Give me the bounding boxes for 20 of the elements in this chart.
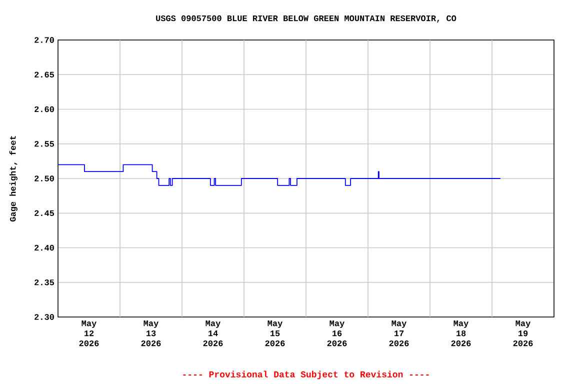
y-tick-label: 2.45 [34, 210, 54, 216]
y-tick-label: 2.65 [34, 72, 54, 78]
text: ---- Provisional Data Subject to Revision ---- [183, 370, 429, 380]
y-tick-label: 2.70 [34, 37, 54, 43]
x-tick-label: May 15 2026 [265, 320, 285, 346]
x-tick-label: May 17 2026 [389, 320, 409, 346]
y-tick-label: 2.35 [34, 279, 54, 286]
x-tick-label: May 19 2026 [513, 320, 533, 346]
x-tick-label: May 13 2026 [141, 320, 161, 346]
y-tick-label: 2.50 [34, 176, 54, 182]
y-tick-label: 2.30 [34, 314, 54, 320]
x-tick-label: May 14 2026 [203, 320, 223, 346]
x-tick-label: May 18 2026 [451, 320, 471, 346]
chart-title: USGS 09057500 BLUE RIVER BELOW GREEN MOUNTAIN RESERVOIR, CO [156, 15, 456, 23]
x-tick-label: May 16 2026 [327, 320, 347, 346]
x-tick-label: May 12 2026 [79, 320, 99, 346]
y-axis-title: Gage height, feet [9, 136, 18, 222]
y-tick-label: 2.55 [34, 140, 54, 147]
y-tick-label: 2.60 [34, 106, 54, 112]
y-tick-label: 2.40 [34, 244, 54, 251]
